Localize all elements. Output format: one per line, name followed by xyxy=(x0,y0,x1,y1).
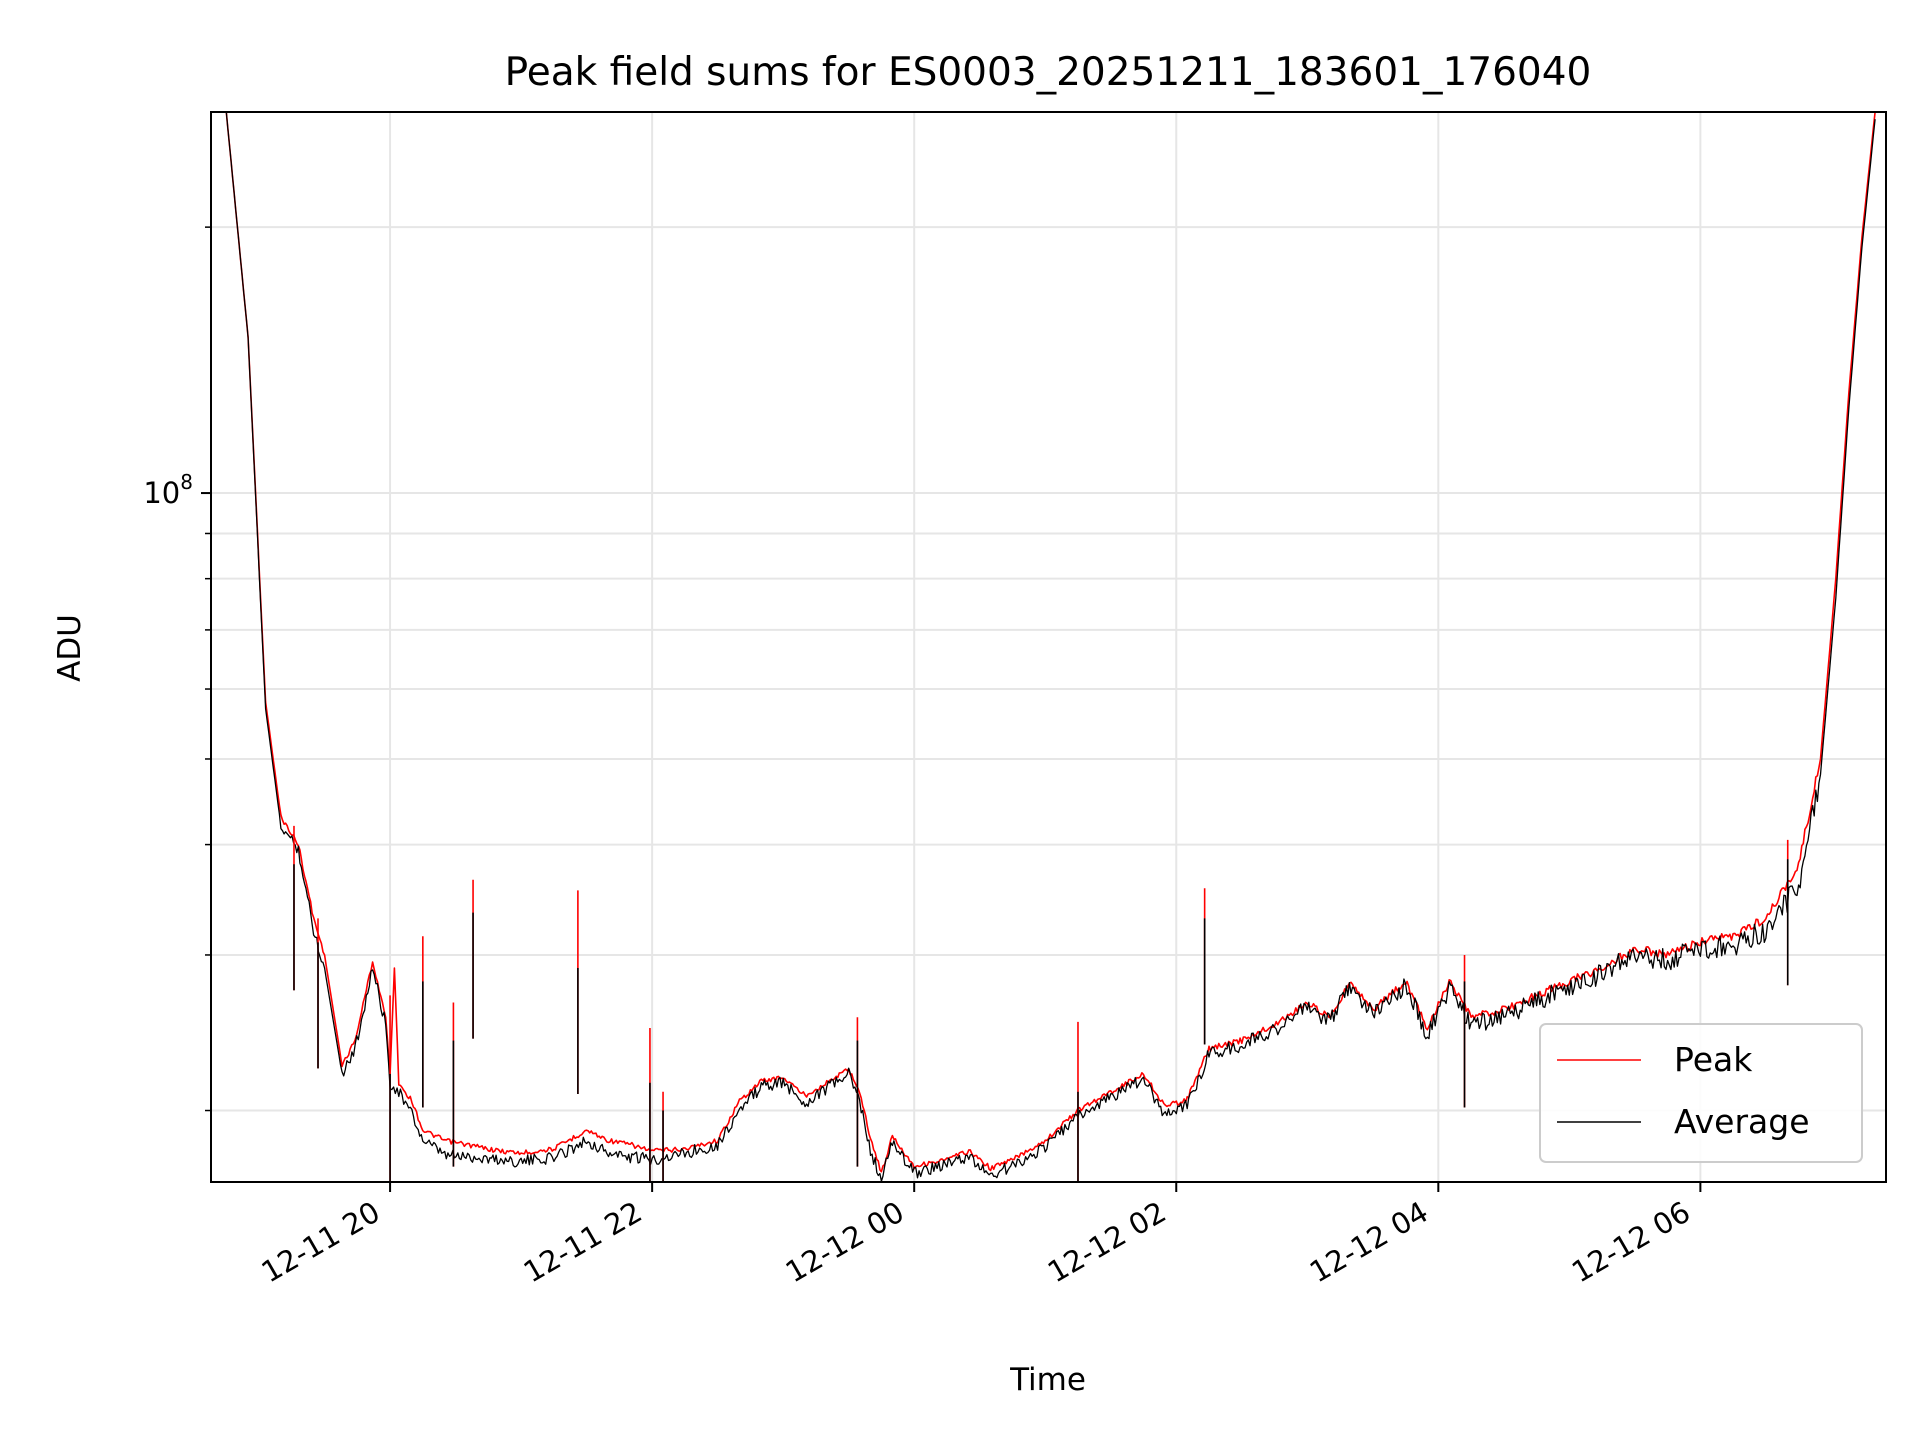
legend-label-average: Average xyxy=(1674,1102,1810,1141)
legend-box xyxy=(1539,1023,1863,1163)
x-axis-title: Time xyxy=(1009,1362,1086,1398)
chart-title: Peak field sums for ES0003_20251211_1836… xyxy=(505,50,1592,95)
y-tick-label: 108 xyxy=(143,470,193,510)
series-line-peak xyxy=(225,112,1876,1173)
series-line-average xyxy=(225,112,1876,1182)
legend: Peak Average xyxy=(1539,1023,1863,1163)
grid xyxy=(211,112,1886,1182)
y-axis-title: ADU xyxy=(52,614,88,682)
legend-label-peak: Peak xyxy=(1674,1040,1753,1079)
plot-frame xyxy=(210,111,1887,1183)
series-layer xyxy=(225,112,1876,1182)
